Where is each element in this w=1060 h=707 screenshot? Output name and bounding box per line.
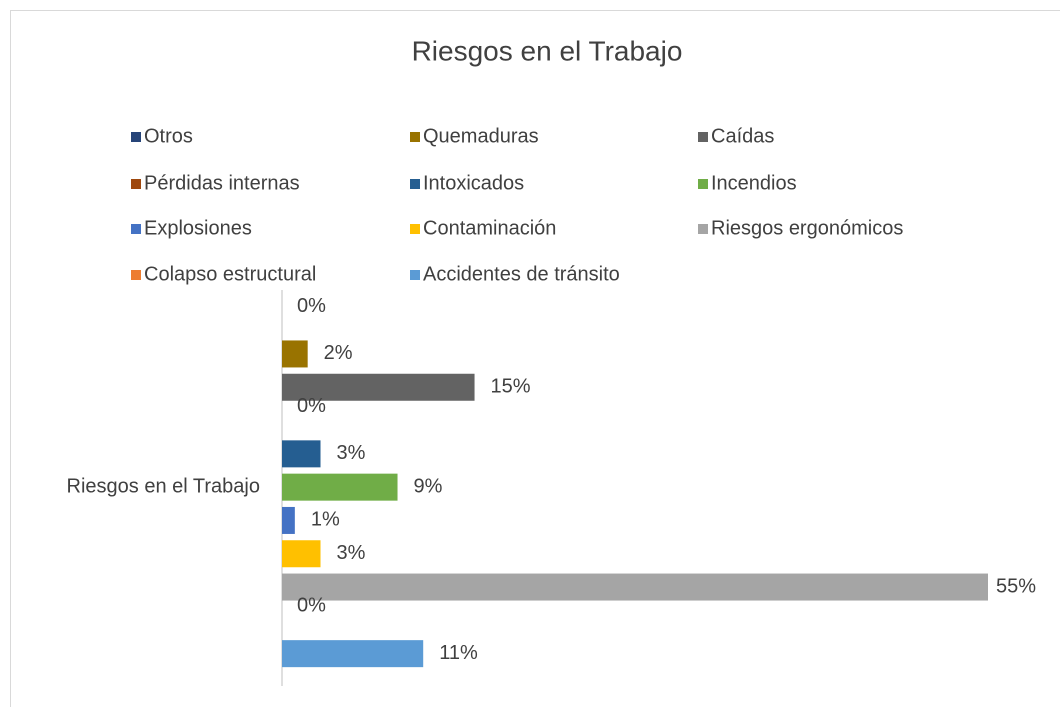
legend-swatch xyxy=(410,224,420,234)
data-label: 3% xyxy=(337,442,366,464)
data-label: 0% xyxy=(297,295,326,317)
legend-label: Caídas xyxy=(711,125,774,147)
legend-swatch xyxy=(410,132,420,142)
legend-swatch xyxy=(698,224,708,234)
bar xyxy=(282,640,424,668)
legend-swatch xyxy=(410,270,420,280)
legend-swatch xyxy=(131,270,141,280)
legend-label: Pérdidas internas xyxy=(144,172,300,194)
legend-swatch xyxy=(131,132,141,142)
data-label: 1% xyxy=(311,509,340,531)
bar xyxy=(282,540,321,568)
data-label: 11% xyxy=(439,642,478,664)
data-label: 2% xyxy=(324,342,353,364)
data-label: 0% xyxy=(297,595,326,617)
legend-swatch xyxy=(131,224,141,234)
data-label: 9% xyxy=(414,475,443,497)
legend-label: Quemaduras xyxy=(423,125,539,147)
legend-label: Contaminación xyxy=(423,217,556,239)
data-label: 15% xyxy=(491,376,531,398)
chart-border xyxy=(10,10,1060,707)
legend-label: Otros xyxy=(144,125,193,147)
y-tick-label: Riesgos en el Trabajo xyxy=(67,475,260,497)
data-label: 3% xyxy=(337,542,366,564)
legend-swatch xyxy=(410,179,420,189)
legend-label: Riesgos ergonómicos xyxy=(711,217,903,239)
data-label: 0% xyxy=(297,395,326,417)
bar xyxy=(282,340,308,368)
legend-label: Intoxicados xyxy=(423,172,524,194)
bar xyxy=(282,440,321,468)
chart-title: Riesgos en el Trabajo xyxy=(412,35,683,66)
data-label: 55% xyxy=(996,575,1036,597)
bar xyxy=(282,373,475,401)
legend-swatch xyxy=(698,179,708,189)
legend-label: Incendios xyxy=(711,172,797,194)
legend-label: Explosiones xyxy=(144,217,252,239)
bar xyxy=(282,573,988,601)
legend-label: Colapso estructural xyxy=(144,263,316,285)
legend-label: Accidentes de tránsito xyxy=(423,263,620,285)
legend-swatch xyxy=(698,132,708,142)
bar xyxy=(282,473,398,501)
bar xyxy=(282,506,295,534)
legend-swatch xyxy=(131,179,141,189)
